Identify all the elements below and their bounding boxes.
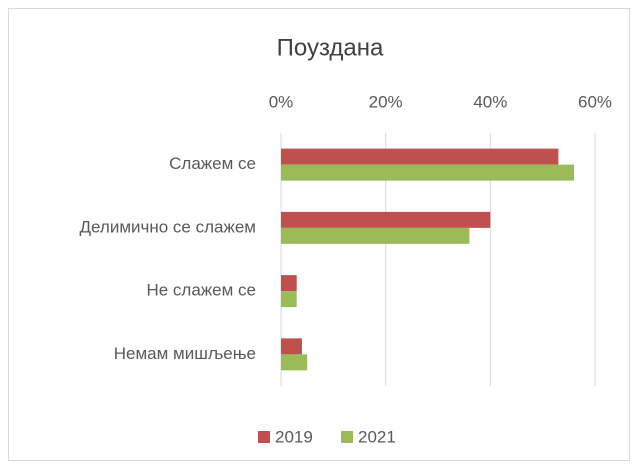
legend-label: 2019	[275, 427, 313, 446]
x-tick-label: 20%	[369, 92, 403, 111]
y-tick-label: Слажем се	[169, 154, 256, 173]
legend-swatch	[341, 431, 353, 443]
x-tick-label: 60%	[578, 92, 612, 111]
legend-label: 2021	[358, 427, 396, 446]
x-tick-label: 0%	[269, 92, 294, 111]
bar	[281, 227, 470, 244]
bar	[281, 338, 302, 355]
bar	[281, 148, 559, 165]
legend-swatch	[258, 431, 270, 443]
x-tick-label: 40%	[473, 92, 507, 111]
y-tick-label: Не слажем се	[146, 281, 256, 300]
y-tick-label: Немам мишљење	[114, 344, 256, 363]
y-tick-label: Делимично се слажем	[80, 217, 257, 236]
bar	[281, 211, 491, 228]
bar	[281, 354, 308, 371]
bar	[281, 291, 297, 308]
bar	[281, 275, 297, 292]
chart-title: Поуздана	[277, 34, 384, 61]
bar	[281, 164, 575, 181]
